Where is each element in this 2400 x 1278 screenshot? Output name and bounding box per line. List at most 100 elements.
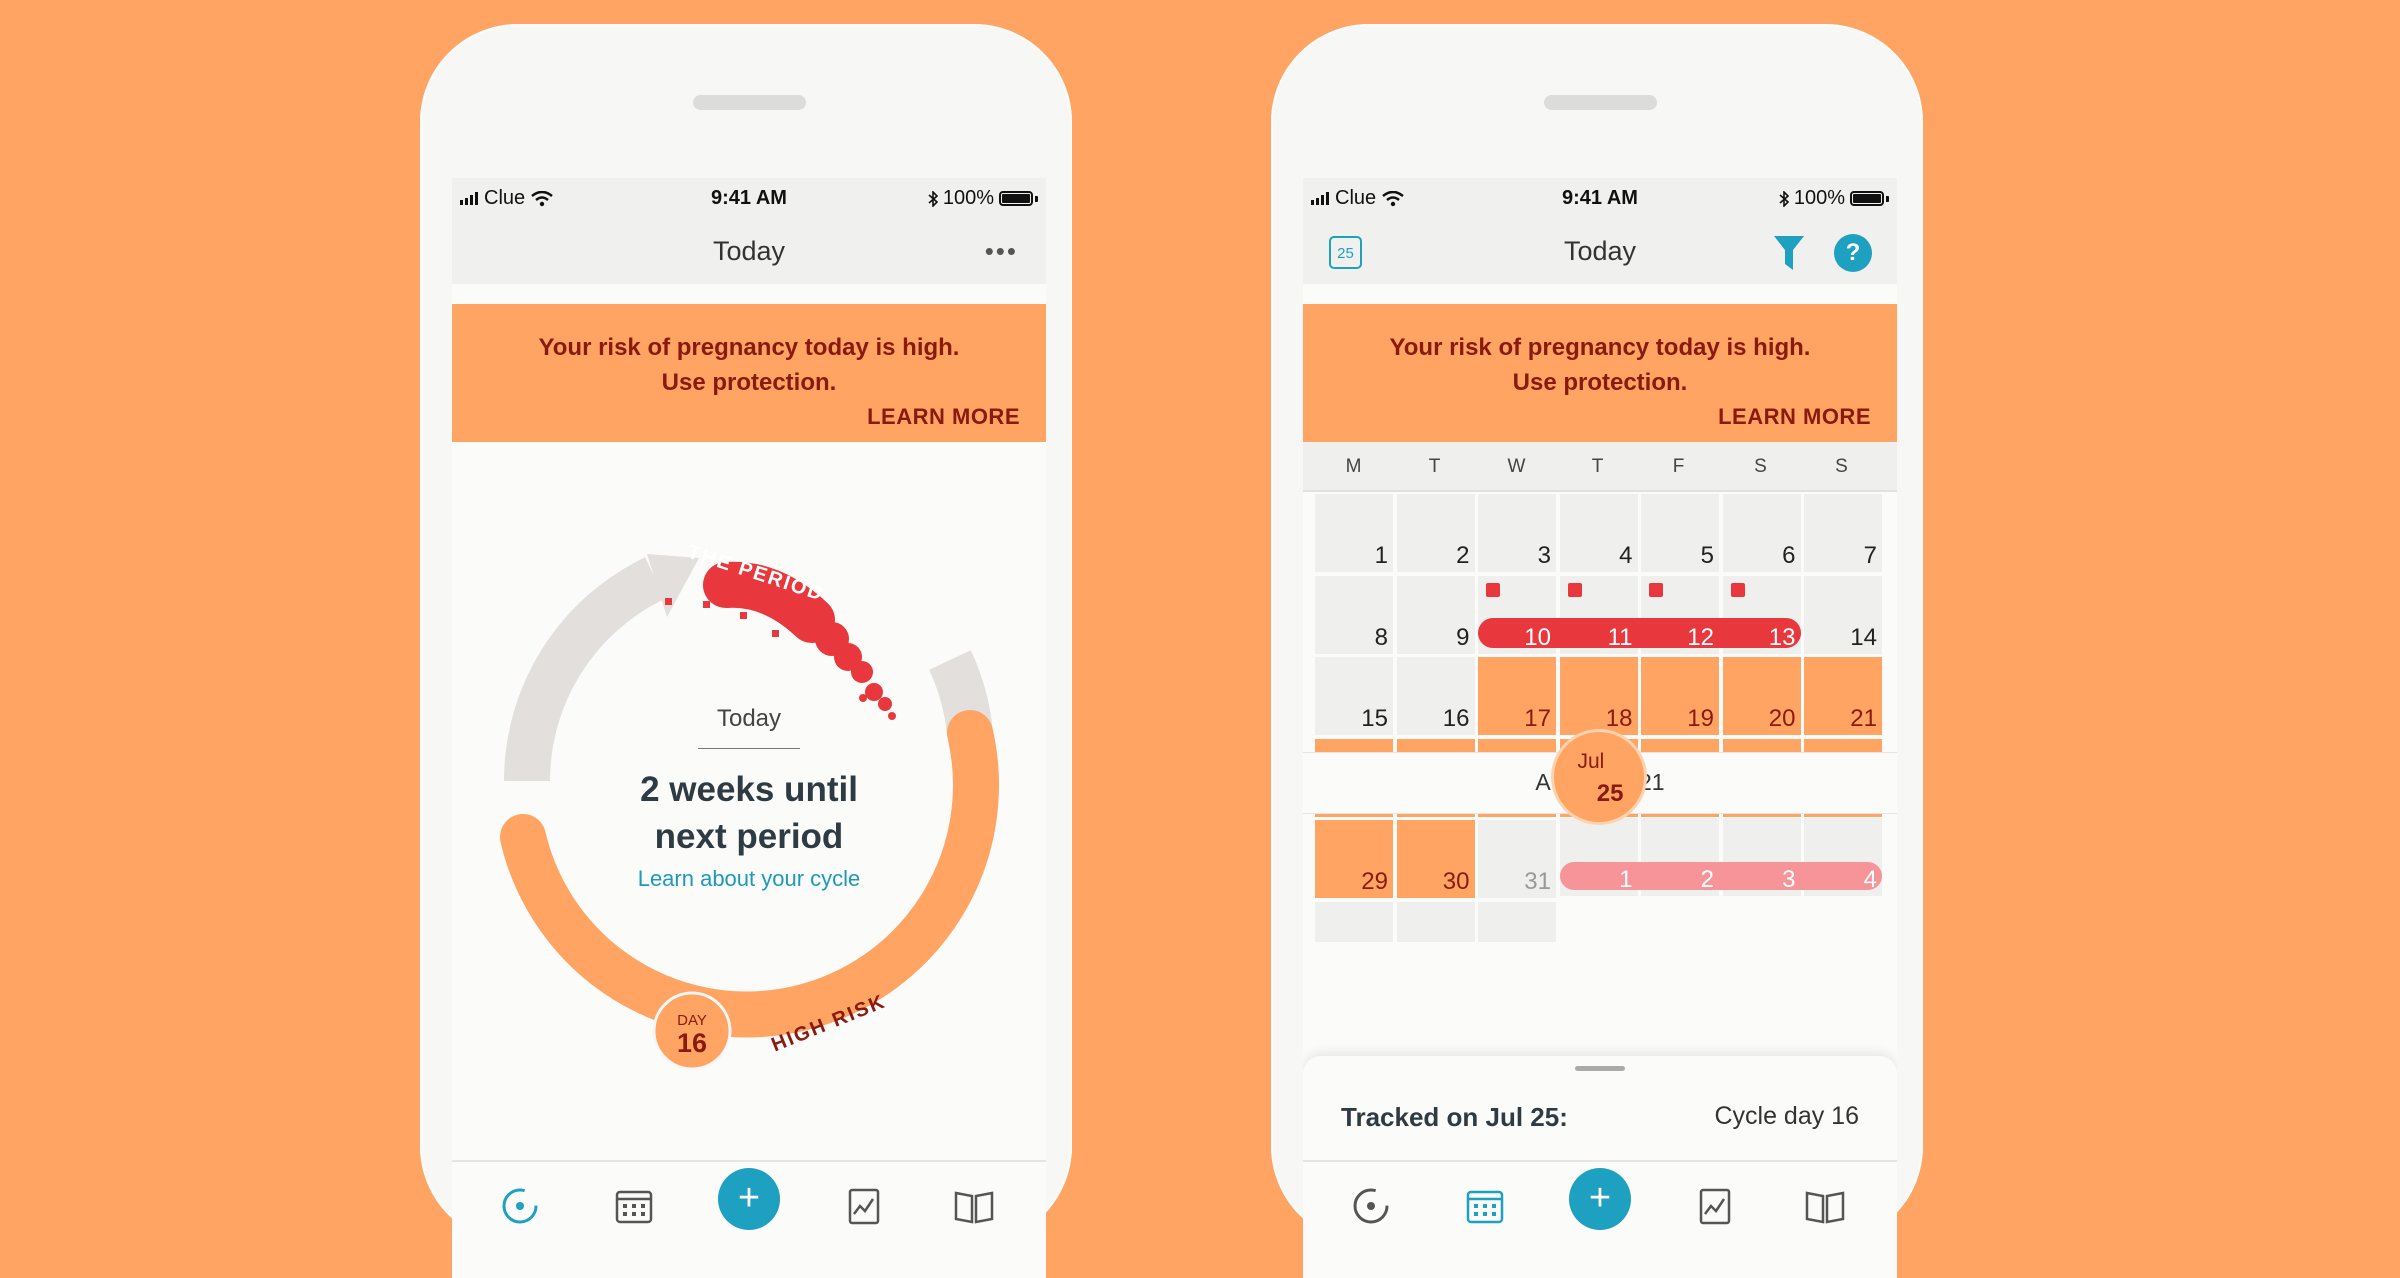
day-marker[interactable]: [652, 991, 732, 1071]
calendar-day[interactable]: 4: [1804, 818, 1882, 896]
period-band: [1641, 617, 1723, 648]
cycle-ring[interactable]: THE PERIOD HIGH RISK DAY 16: [452, 442, 1046, 1082]
tracked-sheet[interactable]: Tracked on Jul 25: Cycle day 16: [1303, 1056, 1897, 1166]
calendar-day[interactable]: 18: [1559, 657, 1638, 735]
period-bubble: [888, 712, 896, 720]
day-number: 18: [1605, 705, 1633, 732]
wifi-icon: [1382, 190, 1404, 206]
calendar-badge-number: 25: [1337, 245, 1354, 262]
page-title: Today: [712, 236, 786, 266]
carrier-info: Clue: [1311, 187, 1404, 210]
day-number: 10: [1524, 623, 1551, 651]
calendar-day[interactable]: 6: [1722, 494, 1801, 572]
learn-more-link[interactable]: LEARN MORE: [1718, 404, 1871, 429]
battery-icon: [999, 191, 1033, 206]
day-number: 20: [1768, 705, 1796, 732]
calendar-day[interactable]: 15: [1315, 657, 1393, 735]
day-number: 1: [1374, 542, 1388, 569]
day-number: 7: [1863, 542, 1877, 569]
calendar-day[interactable]: 5: [1641, 494, 1719, 572]
learn-more-link[interactable]: LEARN MORE: [867, 404, 1020, 429]
day-number: 2: [1700, 866, 1714, 893]
day-number: 11: [1607, 623, 1633, 651]
sheet-handle[interactable]: [1575, 1066, 1625, 1071]
encyclopedia-icon[interactable]: [1803, 1184, 1847, 1228]
bluetooth-icon: [1779, 190, 1789, 207]
calendar-day[interactable]: 10: [1478, 575, 1560, 654]
nav-bar: 25 Today ?: [1303, 218, 1897, 284]
add-button[interactable]: +: [718, 1168, 780, 1230]
calendar-day[interactable]: 14: [1804, 575, 1882, 654]
battery-info: 100%: [928, 187, 1038, 210]
today-month: Jul: [1577, 749, 1605, 773]
calendar-day[interactable]: 4: [1559, 494, 1638, 572]
day-number: 6: [1782, 542, 1796, 569]
calendar-icon[interactable]: [1463, 1184, 1507, 1228]
weekday-label: T: [1428, 456, 1441, 477]
calendar-day[interactable]: 3: [1478, 494, 1556, 572]
weekday-label: S: [1835, 456, 1848, 477]
calendar-day[interactable]: 2: [1641, 818, 1723, 896]
phone-calendar-view: Clue 9:41 AM 100% 25 Today ? Your risk o…: [1271, 24, 1923, 1278]
cycle-arrow-head: [647, 554, 699, 617]
today-marker[interactable]: Jul 25: [1550, 728, 1647, 825]
add-button[interactable]: +: [1569, 1168, 1631, 1230]
period-dot: [772, 630, 779, 637]
analysis-icon[interactable]: [1693, 1184, 1737, 1228]
predicted-period-band: [1559, 862, 1642, 890]
wifi-icon: [531, 190, 553, 206]
calendar-day-empty: [1478, 902, 1556, 942]
calendar-day[interactable]: 30: [1396, 820, 1475, 898]
clock: 9:41 AM: [711, 187, 787, 209]
calendar-day[interactable]: 7: [1804, 494, 1882, 572]
calendar-day[interactable]: 1: [1315, 494, 1393, 572]
encyclopedia-icon[interactable]: [952, 1184, 996, 1228]
risk-line-1: Your risk of pregnancy today is high.: [538, 334, 960, 361]
learn-cycle-link[interactable]: Learn about your cycle: [637, 866, 861, 891]
help-button[interactable]: ?: [1834, 234, 1872, 272]
calendar-day[interactable]: 17: [1478, 657, 1556, 735]
calendar-day[interactable]: 12: [1641, 575, 1723, 654]
period-bubble: [865, 683, 883, 701]
day-number: 13: [1768, 623, 1796, 651]
calendar-day[interactable]: 9: [1396, 575, 1475, 654]
spotting-marker: [1730, 582, 1745, 597]
calendar-day[interactable]: 19: [1641, 657, 1719, 735]
status-bar: Clue 9:41 AM 100%: [1303, 178, 1897, 218]
calendar-day[interactable]: 13: [1722, 575, 1801, 654]
screen: Clue 9:41 AM 100% 25 Today ? Your risk o…: [1303, 178, 1897, 1278]
spotting-marker: [1649, 582, 1663, 597]
risk-banner: Your risk of pregnancy today is high. Us…: [1303, 304, 1897, 442]
weekday-header: M T W T F S S: [1303, 442, 1897, 492]
day-number: 30: [1442, 868, 1470, 895]
phone-speaker: [693, 95, 806, 110]
carrier-info: Clue: [460, 187, 553, 210]
filter-icon[interactable]: [1773, 234, 1805, 272]
carrier-name: Clue: [1335, 187, 1377, 209]
calendar-day[interactable]: 21: [1804, 657, 1882, 735]
calendar-day[interactable]: 31: [1478, 820, 1556, 898]
ellipsis-icon[interactable]: •••: [984, 236, 1018, 266]
calendar-day[interactable]: 2: [1396, 494, 1475, 572]
calendar-day[interactable]: 16: [1396, 657, 1475, 735]
predicted-period-band: [1722, 862, 1805, 890]
calendar-day[interactable]: 29: [1315, 820, 1393, 898]
cycle-icon[interactable]: [1349, 1184, 1393, 1228]
calendar-day[interactable]: 8: [1315, 575, 1393, 654]
calendar-day[interactable]: 20: [1722, 657, 1801, 735]
calendar-day[interactable]: 3: [1722, 818, 1805, 896]
risk-banner: Your risk of pregnancy today is high. Us…: [452, 304, 1046, 442]
calendar-today-button[interactable]: 25: [1329, 236, 1362, 269]
period-dot: [740, 612, 747, 619]
calendar-icon[interactable]: [612, 1184, 656, 1228]
predicted-period-band: [1641, 862, 1723, 890]
tab-bar: +: [452, 1160, 1046, 1278]
phone-cycle-view: Clue 9:41 AM 100% Today ••• Your risk of…: [420, 24, 1072, 1278]
day-number: 8: [1374, 623, 1388, 651]
analysis-icon[interactable]: [842, 1184, 886, 1228]
period-bubble: [859, 694, 867, 702]
cycle-icon[interactable]: [498, 1184, 542, 1228]
calendar-day[interactable]: 11: [1559, 575, 1642, 654]
calendar-day-empty: [1315, 902, 1393, 942]
calendar-day[interactable]: 1: [1559, 818, 1642, 896]
